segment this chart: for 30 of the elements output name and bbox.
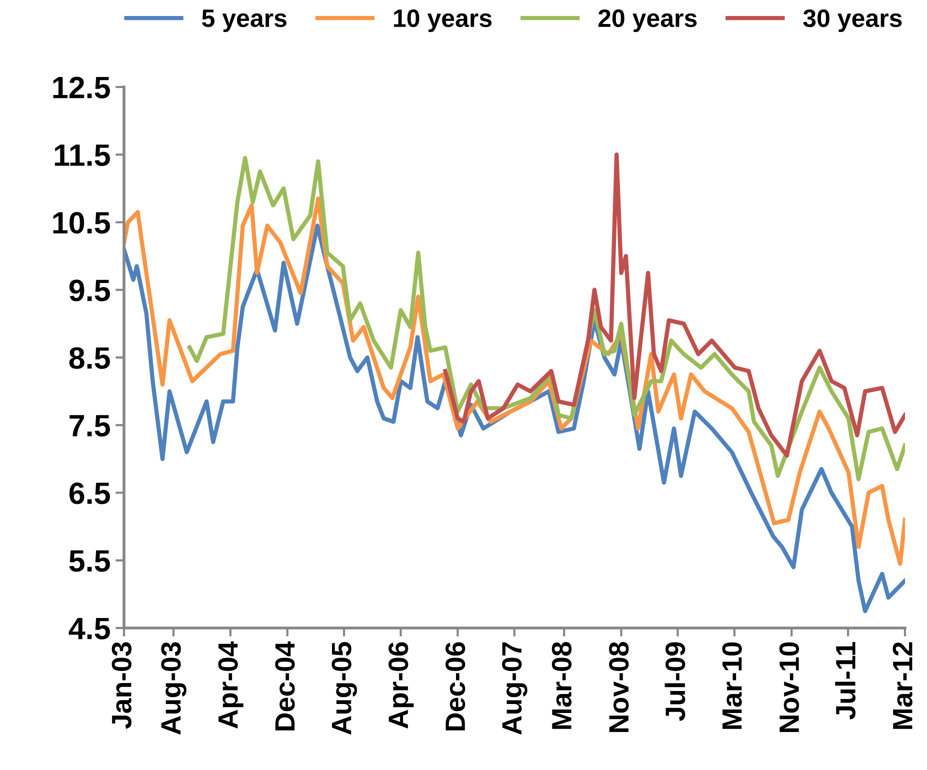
x-tick-label: Dec-06 bbox=[445, 642, 466, 730]
x-tick-label: Nov-10 bbox=[779, 642, 800, 732]
x-tick-label: Apr-06 bbox=[388, 642, 414, 728]
y-tick-label: 9.5 bbox=[69, 280, 110, 302]
legend-label: 20 years bbox=[598, 9, 697, 32]
x-tick-label: Mar-10 bbox=[722, 642, 742, 729]
x-tick-label: Aug-03 bbox=[161, 642, 186, 735]
legend-label: 30 years bbox=[803, 9, 902, 32]
y-tick-label: 11.5 bbox=[54, 144, 110, 166]
x-tick-label: Dec-04 bbox=[275, 641, 295, 730]
y-tick-label: 4.5 bbox=[68, 618, 110, 640]
y-tick-label: 12.5 bbox=[53, 76, 110, 98]
x-tick-label: Jan-03 bbox=[112, 642, 132, 729]
x-tick-label: Jul-09 bbox=[664, 642, 686, 722]
y-tick-label: 10.5 bbox=[53, 212, 110, 234]
line-series bbox=[443, 152, 905, 458]
y-tick-label: 8.5 bbox=[69, 347, 110, 369]
y-tick-label: 5.5 bbox=[69, 550, 110, 572]
x-tick-label: Mar-08 bbox=[552, 642, 572, 729]
legend-label: 10 years bbox=[394, 9, 492, 32]
x-tick-label: Aug-07 bbox=[502, 642, 528, 735]
x-tick-label: Nov-08 bbox=[609, 642, 629, 732]
x-tick-label: Aug-05 bbox=[332, 642, 357, 735]
x-tick-label: Mar-12 bbox=[892, 642, 912, 729]
y-tick-label: 7.5 bbox=[70, 415, 110, 436]
legend-label: 5 years bbox=[202, 10, 286, 32]
x-tick-label: Jul-11 bbox=[835, 642, 856, 720]
line-series bbox=[187, 156, 905, 482]
y-tick-label: 6.5 bbox=[69, 482, 110, 504]
x-tick-label: Apr-04 bbox=[218, 641, 244, 728]
